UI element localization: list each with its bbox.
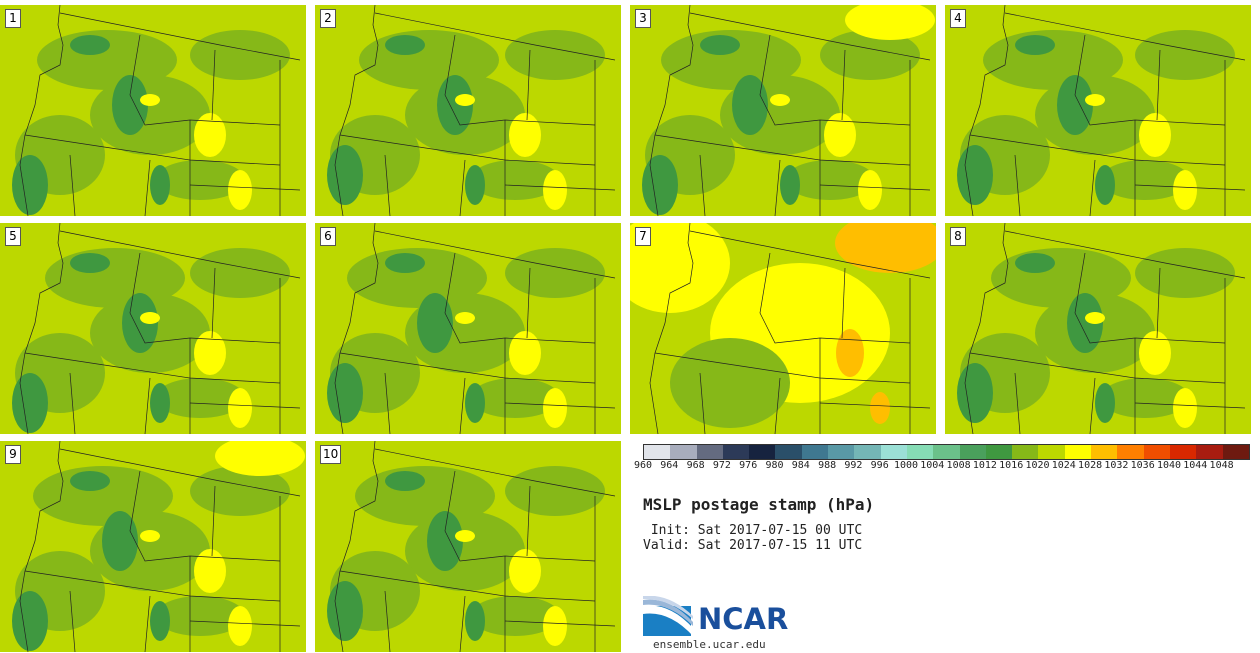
colorbar-swatch bbox=[722, 445, 750, 459]
mslp-map bbox=[315, 441, 621, 652]
colorbar-tick-label: 1048 bbox=[1209, 460, 1234, 471]
panel-number: 4 bbox=[950, 9, 966, 28]
member-panel: 1 bbox=[0, 5, 306, 216]
chart-title: MSLP postage stamp (hPa) bbox=[643, 495, 875, 514]
ncar-logo-text: NCAR bbox=[698, 602, 789, 636]
colorbar-swatch bbox=[749, 445, 776, 459]
mslp-map bbox=[315, 223, 621, 434]
colorbar-swatch bbox=[1064, 445, 1092, 459]
colorbar-swatch bbox=[644, 445, 671, 459]
colorbar-tick-label: 996 bbox=[870, 460, 889, 471]
colorbar-swatch bbox=[828, 445, 855, 459]
panel-number: 1 bbox=[5, 9, 21, 28]
panel-number: 6 bbox=[320, 227, 336, 246]
colorbar-swatch bbox=[933, 445, 960, 459]
colorbar-swatch bbox=[801, 445, 829, 459]
member-panel: 2 bbox=[315, 5, 621, 216]
colorbar-tick-label: 1036 bbox=[1130, 460, 1155, 471]
colorbar-swatch bbox=[959, 445, 986, 459]
colorbar-swatch bbox=[1169, 445, 1197, 459]
mslp-map bbox=[0, 441, 306, 652]
colorbar-swatch bbox=[1091, 445, 1118, 459]
colorbar-swatch bbox=[985, 445, 1013, 459]
colorbar-tick-label: 976 bbox=[739, 460, 758, 471]
colorbar-tick-label: 968 bbox=[686, 460, 705, 471]
colorbar-swatch bbox=[1143, 445, 1170, 459]
member-panel: 5 bbox=[0, 223, 306, 434]
colorbar-swatch bbox=[1222, 445, 1249, 459]
panel-number: 8 bbox=[950, 227, 966, 246]
colorbar-tick-label: 980 bbox=[765, 460, 784, 471]
colorbar-swatch bbox=[854, 445, 881, 459]
colorbar-tick-label: 1012 bbox=[972, 460, 997, 471]
mslp-map bbox=[0, 223, 306, 434]
colorbar-tick-label: 1020 bbox=[1025, 460, 1050, 471]
colorbar-tick-label: 1024 bbox=[1051, 460, 1076, 471]
colorbar-tick-label: 960 bbox=[633, 460, 653, 471]
member-panel: 8 bbox=[945, 223, 1251, 434]
colorbar-swatch bbox=[696, 445, 723, 459]
colorbar-tick-label: 1040 bbox=[1156, 460, 1182, 471]
panel-number: 3 bbox=[635, 9, 651, 28]
colorbar-tick-label: 972 bbox=[712, 460, 731, 471]
colorbar-swatch bbox=[775, 445, 802, 459]
mslp-map bbox=[630, 5, 936, 216]
colorbar-swatch bbox=[1117, 445, 1144, 459]
colorbar-tick-label: 1032 bbox=[1104, 460, 1129, 471]
colorbar-tick-label: 984 bbox=[791, 460, 810, 471]
colorbar-tick-label: 1008 bbox=[946, 460, 971, 471]
member-panel: 10 bbox=[315, 441, 621, 652]
panel-number: 2 bbox=[320, 9, 336, 28]
member-panel: 9 bbox=[0, 441, 306, 652]
panel-number: 5 bbox=[5, 227, 21, 246]
colorbar-tick-label: 1044 bbox=[1183, 460, 1208, 471]
panel-number: 7 bbox=[635, 227, 651, 246]
member-panel: 7 bbox=[630, 223, 936, 434]
ncar-logo: NCAR bbox=[643, 595, 793, 638]
ncar-swoosh-icon bbox=[643, 595, 693, 636]
colorbar-tick-label: 1000 bbox=[893, 460, 919, 471]
colorbar: 960 964 968 972 976 980 984 988 992 996 1000 1004 10… bbox=[634, 444, 1250, 474]
colorbar-swatch bbox=[1012, 445, 1039, 459]
colorbar-tick-label: 1016 bbox=[999, 460, 1024, 471]
mslp-map bbox=[945, 5, 1251, 216]
logo-url: ensemble.ucar.edu bbox=[653, 638, 766, 651]
mslp-map bbox=[630, 223, 936, 434]
init-time: Init: Sat 2017-07-15 00 UTC bbox=[643, 523, 863, 538]
member-panel: 6 bbox=[315, 223, 621, 434]
member-panel: 4 bbox=[945, 5, 1251, 216]
colorbar-swatch bbox=[1196, 445, 1223, 459]
panel-number: 9 bbox=[5, 445, 21, 464]
colorbar-swatch bbox=[1038, 445, 1065, 459]
colorbar-tick-label: 992 bbox=[844, 460, 863, 471]
panel-number: 10 bbox=[320, 445, 342, 464]
colorbar-labels: 960 964 968 972 976 980 984 988 992 996 1000 1004 10… bbox=[634, 460, 1260, 474]
colorbar-tick-label: 988 bbox=[818, 460, 837, 471]
valid-time: Valid: Sat 2017-07-15 11 UTC bbox=[643, 538, 863, 553]
colorbar-swatch bbox=[906, 445, 934, 459]
member-panel: 3 bbox=[630, 5, 936, 216]
colorbar-swatch bbox=[670, 445, 697, 459]
colorbar-tick-label: 964 bbox=[660, 460, 679, 471]
mslp-map bbox=[0, 5, 306, 216]
mslp-map bbox=[315, 5, 621, 216]
colorbar-swatches bbox=[643, 444, 1250, 460]
colorbar-swatch bbox=[880, 445, 907, 459]
colorbar-tick-label: 1004 bbox=[920, 460, 945, 471]
mslp-map bbox=[945, 223, 1251, 434]
colorbar-tick-label: 1028 bbox=[1078, 460, 1103, 471]
